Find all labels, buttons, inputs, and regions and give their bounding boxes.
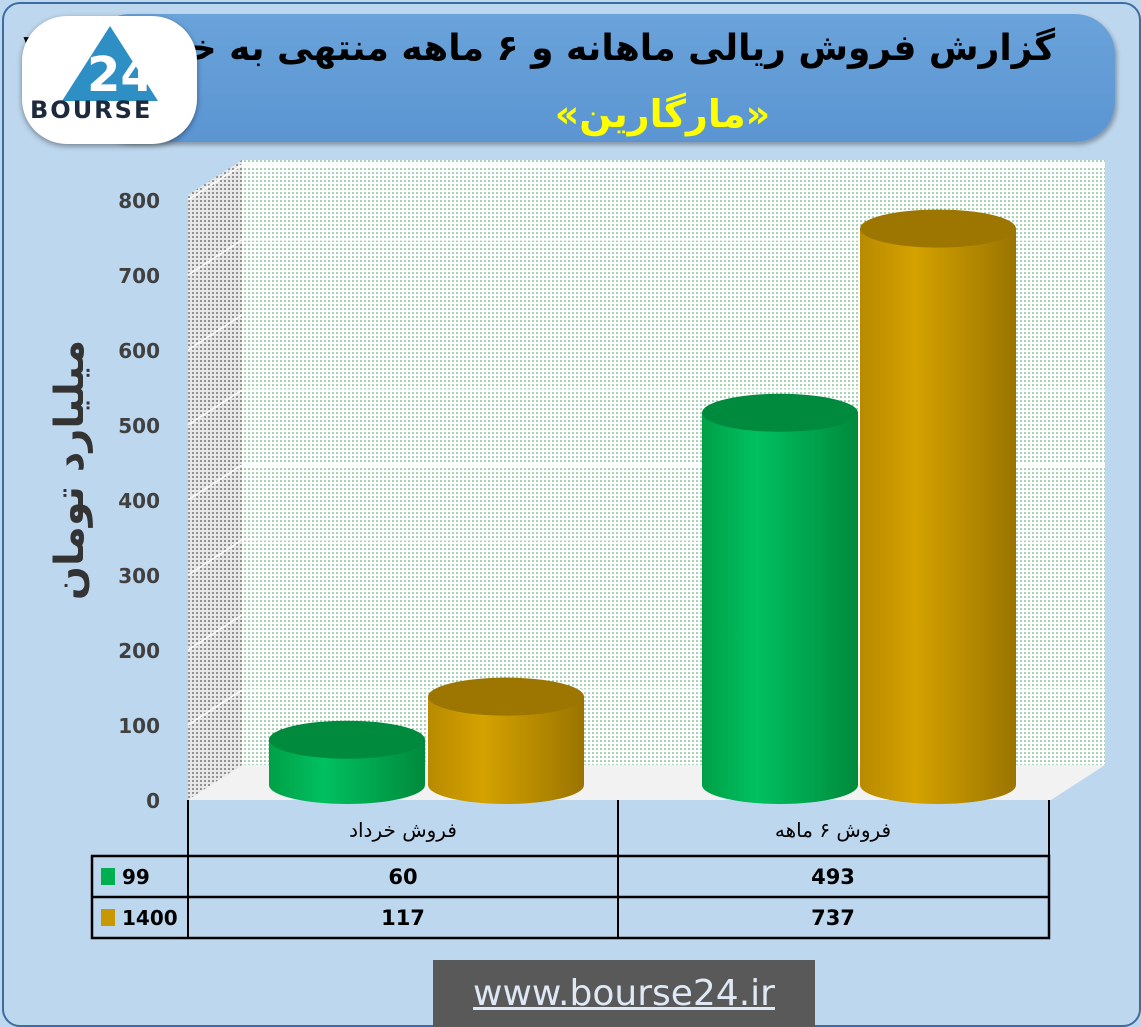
- y-tick-label: 500: [118, 414, 160, 438]
- logo-text: BOURSE: [30, 96, 153, 124]
- gridline-side: [187, 464, 243, 501]
- y-tick-label: 100: [118, 714, 160, 738]
- data-cell: 60: [388, 865, 417, 889]
- gridline-side: [187, 164, 243, 201]
- bourse24-logo: 24 BOURSE: [22, 16, 197, 144]
- chart-subtitle: «مارگارین»: [554, 92, 771, 136]
- bar-body: [860, 228, 1016, 804]
- logo-triangle-icon: 24: [62, 26, 158, 103]
- y-tick-label: 700: [118, 264, 160, 288]
- bar-1400-0: [428, 677, 584, 804]
- gridline-side: [187, 614, 243, 651]
- bar-99-1: [702, 393, 858, 804]
- website-url-link[interactable]: www.bourse24.ir: [433, 960, 815, 1027]
- bar-body: [702, 412, 858, 804]
- data-cell: 737: [811, 906, 855, 930]
- data-cell: 117: [381, 906, 425, 930]
- y-tick-label: 0: [146, 789, 160, 813]
- bar-1400-1: [860, 209, 1016, 804]
- gridline-side: [187, 389, 243, 426]
- gridline-side: [187, 689, 243, 726]
- category-label: فروش خرداد: [349, 818, 457, 842]
- bar-top: [860, 209, 1016, 248]
- data-cell: 493: [811, 865, 855, 889]
- bar-99-0: [269, 720, 425, 804]
- y-tick-label: 600: [118, 339, 160, 363]
- bar-body: [428, 696, 584, 804]
- side-wall: [188, 160, 242, 800]
- website-url[interactable]: www.bourse24.ir: [473, 973, 775, 1014]
- y-tick-label: 400: [118, 489, 160, 513]
- y-tick-label: 800: [118, 189, 160, 213]
- gridline-side: [187, 539, 243, 576]
- legend-label: 99: [122, 865, 150, 889]
- chart-plot: 0 100 200 300 400 500 600 700 800 فروش خرداد فروش…: [90, 160, 1105, 940]
- legend-swatch: [101, 909, 115, 926]
- svg-text:24: 24: [87, 47, 154, 103]
- category-label: فروش ۶ ماهه: [775, 818, 891, 842]
- bar-top: [428, 677, 584, 716]
- legend-swatch: [101, 868, 115, 885]
- gridline-side: [187, 314, 243, 351]
- y-tick-label: 200: [118, 639, 160, 663]
- gridline-side: [187, 239, 243, 276]
- y-tick-label: 300: [118, 564, 160, 588]
- legend-label: 1400: [122, 906, 178, 930]
- bar-top: [269, 720, 425, 759]
- bar-top: [702, 393, 858, 432]
